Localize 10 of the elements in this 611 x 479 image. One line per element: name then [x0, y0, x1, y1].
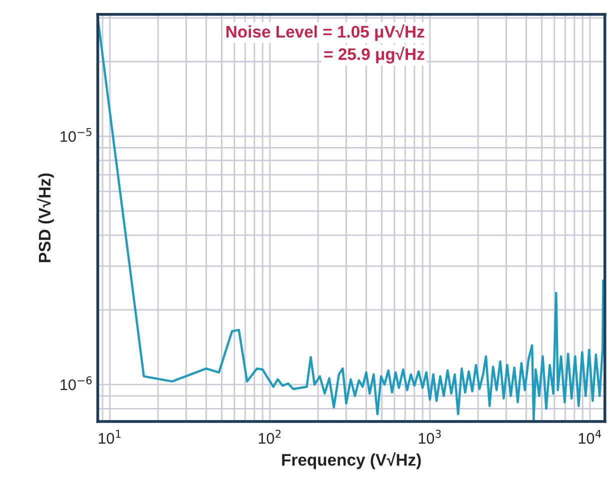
annotation: Noise Level = 1.05 μV√Hz: [226, 24, 424, 41]
annotation: = 25.9 μg√Hz: [324, 46, 424, 64]
y-tick-label: 10$^{−5}$: [60, 128, 92, 142]
x-tick-label: 10$^{1}$: [98, 430, 121, 444]
x-tick-label: 10$^{3}$: [418, 430, 441, 444]
x-axis-title: Frequency (V√Hz): [282, 452, 421, 470]
x-tick-label: 10$^{4}$: [578, 430, 602, 444]
y-axis-title: PSD (V√Hz): [37, 173, 54, 262]
x-tick-label: 10$^{2}$: [258, 430, 281, 444]
y-tick-label: 10$^{−6}$: [60, 376, 92, 390]
